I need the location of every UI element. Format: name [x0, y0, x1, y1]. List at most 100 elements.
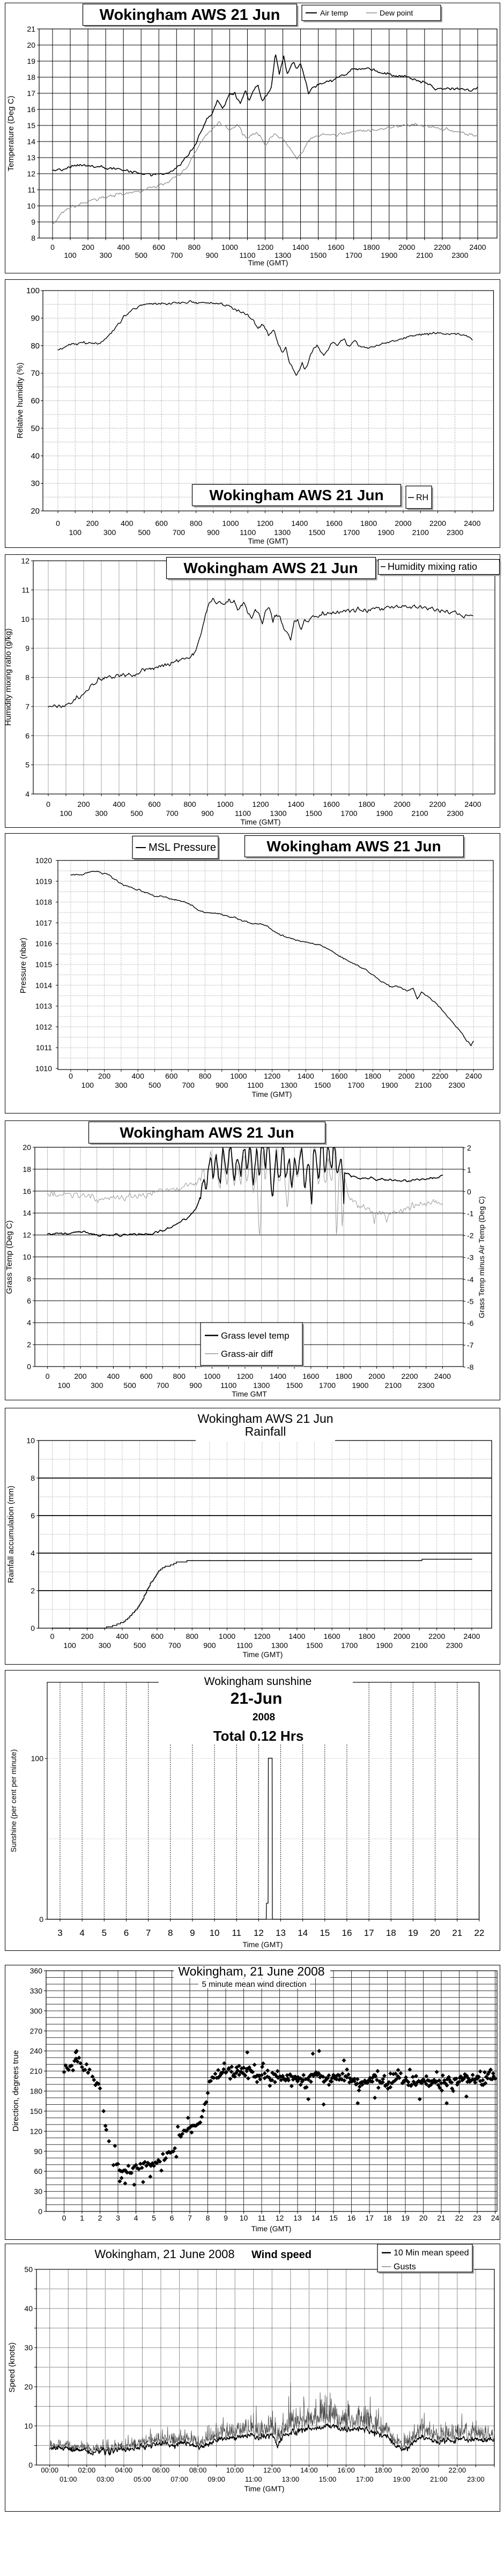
svg-text:Humidity mixing ratio (g/kg): Humidity mixing ratio (g/kg) — [4, 628, 13, 726]
svg-text:20: 20 — [23, 1143, 31, 1152]
svg-text:14: 14 — [27, 137, 35, 146]
svg-text:2100: 2100 — [416, 251, 433, 259]
svg-text:200: 200 — [86, 519, 99, 528]
svg-text:Grass level temp: Grass level temp — [221, 1331, 290, 1341]
svg-text:90: 90 — [34, 2147, 42, 2156]
svg-text:8: 8 — [31, 1474, 35, 1482]
svg-text:1010: 1010 — [35, 1064, 52, 1073]
svg-text:800: 800 — [190, 519, 203, 528]
svg-text:500: 500 — [138, 528, 151, 537]
svg-text:20: 20 — [419, 2214, 428, 2222]
svg-text:09:00: 09:00 — [207, 2475, 225, 2483]
svg-text:700: 700 — [166, 809, 179, 818]
svg-text:06:00: 06:00 — [152, 2466, 170, 2474]
svg-text:6: 6 — [31, 1511, 35, 1520]
svg-text:900: 900 — [189, 1381, 202, 1390]
svg-text:21-Jun: 21-Jun — [231, 1690, 283, 1708]
svg-text:9: 9 — [31, 218, 35, 226]
svg-text:Wind speed: Wind speed — [251, 2249, 312, 2261]
svg-text:05:00: 05:00 — [134, 2475, 151, 2483]
svg-text:1900: 1900 — [381, 251, 397, 259]
svg-text:1700: 1700 — [319, 1381, 336, 1390]
svg-text:2000: 2000 — [395, 519, 411, 528]
svg-text:1600: 1600 — [323, 800, 339, 808]
svg-text:500: 500 — [135, 251, 148, 259]
svg-text:14:00: 14:00 — [300, 2466, 318, 2474]
svg-text:120: 120 — [30, 2127, 43, 2135]
svg-text:18: 18 — [383, 2214, 392, 2222]
svg-text:1800: 1800 — [359, 1632, 375, 1640]
svg-text:10: 10 — [26, 1436, 35, 1445]
svg-text:Time (GMT): Time (GMT) — [241, 818, 281, 826]
svg-text:6: 6 — [124, 1928, 129, 1938]
svg-text:0: 0 — [39, 1915, 43, 1924]
svg-text:9: 9 — [190, 1928, 195, 1938]
svg-text:300: 300 — [99, 1641, 112, 1650]
svg-text:1017: 1017 — [35, 918, 52, 927]
svg-text:7: 7 — [188, 2214, 192, 2222]
svg-text:1800: 1800 — [336, 1372, 352, 1380]
svg-text:2: 2 — [467, 1144, 471, 1152]
svg-text:2000: 2000 — [368, 1372, 385, 1380]
svg-text:700: 700 — [157, 1381, 169, 1390]
svg-text:900: 900 — [216, 1081, 228, 1089]
svg-text:Time GMT: Time GMT — [232, 1390, 267, 1398]
svg-text:08:00: 08:00 — [189, 2466, 207, 2474]
svg-text:22: 22 — [455, 2214, 464, 2222]
svg-text:0: 0 — [69, 1072, 73, 1080]
svg-text:22:00: 22:00 — [449, 2466, 466, 2474]
svg-text:12: 12 — [23, 1231, 31, 1239]
svg-text:1100: 1100 — [220, 1381, 236, 1390]
svg-text:1400: 1400 — [270, 1372, 286, 1380]
svg-text:1200: 1200 — [257, 519, 273, 528]
svg-text:20: 20 — [31, 507, 40, 516]
svg-text:Wokingham AWS 21 Jun: Wokingham AWS 21 Jun — [100, 6, 280, 24]
svg-text:3: 3 — [57, 1928, 62, 1938]
svg-text:2400: 2400 — [464, 519, 480, 528]
svg-text:70: 70 — [31, 369, 40, 378]
svg-text:600: 600 — [151, 1632, 164, 1640]
svg-text:11: 11 — [232, 1928, 241, 1938]
svg-text:15: 15 — [27, 121, 35, 130]
svg-text:12: 12 — [254, 1928, 264, 1938]
svg-text:17: 17 — [365, 2214, 374, 2222]
svg-text:14: 14 — [312, 2214, 320, 2222]
svg-text:Temperature (Deg C): Temperature (Deg C) — [6, 96, 16, 172]
svg-text:12: 12 — [21, 556, 29, 565]
svg-text:1300: 1300 — [274, 528, 291, 537]
svg-text:1900: 1900 — [376, 809, 392, 818]
svg-text:02:00: 02:00 — [78, 2466, 96, 2474]
svg-text:400: 400 — [107, 1372, 120, 1380]
svg-text:1: 1 — [467, 1165, 471, 1174]
svg-text:24: 24 — [491, 2214, 500, 2222]
svg-text:1012: 1012 — [35, 1022, 52, 1031]
svg-text:Humidity mixing ratio: Humidity mixing ratio — [388, 561, 477, 572]
svg-text:1700: 1700 — [341, 1641, 358, 1650]
svg-text:8: 8 — [27, 1274, 31, 1283]
svg-text:16: 16 — [347, 2214, 356, 2222]
svg-text:16:00: 16:00 — [337, 2466, 355, 2474]
svg-text:2100: 2100 — [385, 1381, 402, 1390]
svg-text:1800: 1800 — [363, 243, 380, 251]
svg-text:Wokingham sunshine: Wokingham sunshine — [204, 1675, 312, 1688]
svg-text:1018: 1018 — [35, 898, 52, 907]
svg-text:-4: -4 — [467, 1275, 474, 1283]
svg-text:20:00: 20:00 — [411, 2466, 429, 2474]
svg-text:23:00: 23:00 — [467, 2475, 485, 2483]
svg-text:Time (GMT): Time (GMT) — [244, 2484, 285, 2493]
svg-text:1600: 1600 — [331, 1072, 347, 1080]
svg-text:400: 400 — [132, 1072, 145, 1080]
svg-text:900: 900 — [201, 809, 214, 818]
svg-text:500: 500 — [134, 1641, 146, 1650]
svg-text:1100: 1100 — [236, 1641, 253, 1650]
svg-text:300: 300 — [30, 2007, 43, 2015]
svg-text:180: 180 — [30, 2087, 43, 2096]
svg-text:Time (GMT): Time (GMT) — [243, 1940, 283, 1949]
svg-text:500: 500 — [149, 1081, 161, 1089]
svg-text:Wokingham AWS 21 Jun: Wokingham AWS 21 Jun — [183, 560, 358, 576]
svg-text:1000: 1000 — [217, 800, 233, 808]
svg-text:Grass Temp minus Air Temp (Deg: Grass Temp minus Air Temp (Deg C) — [477, 1196, 486, 1318]
svg-text:9: 9 — [224, 2214, 228, 2222]
svg-text:1800: 1800 — [360, 519, 377, 528]
svg-text:10:00: 10:00 — [226, 2466, 244, 2474]
